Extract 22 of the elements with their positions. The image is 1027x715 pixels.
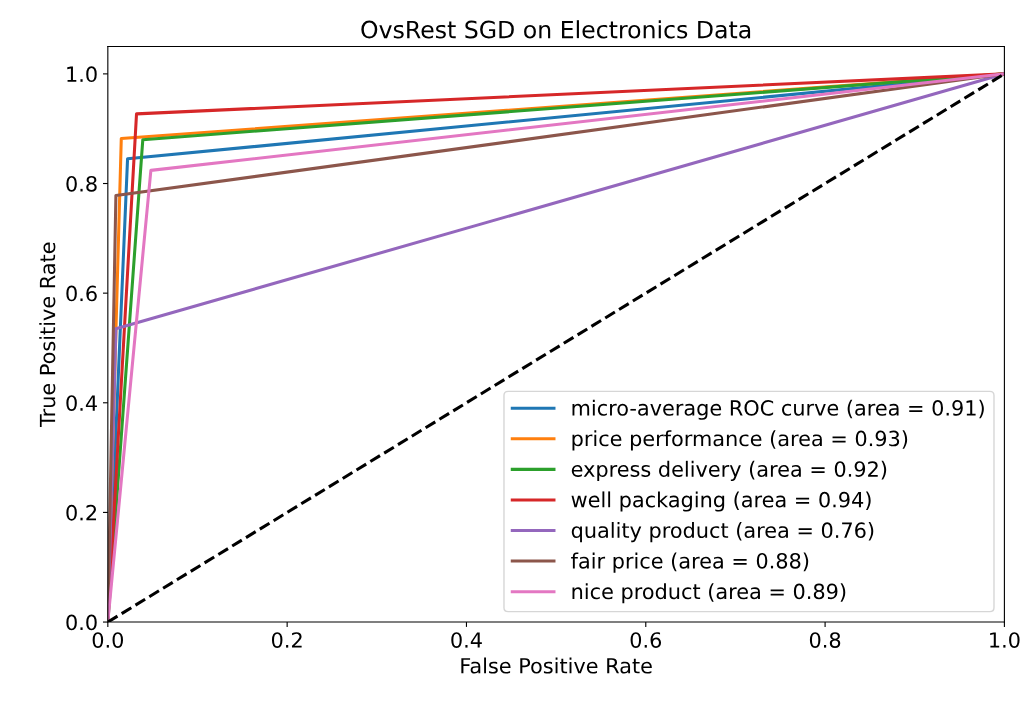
legend-label: quality product (area = 0.76) — [571, 521, 874, 543]
legend-label: express delivery (area = 0.92) — [571, 460, 887, 481]
x-tick-label: 1.0 — [990, 632, 1020, 648]
x-tick-label: 0.6 — [630, 632, 662, 648]
y-axis-title: True Positive Rate — [39, 242, 56, 428]
x-axis-title: False Positive Rate — [461, 657, 652, 674]
legend-label: nice product (area = 0.89) — [572, 583, 846, 604]
legend-label: price performance (area = 0.93) — [572, 430, 908, 451]
y-tick-label: 0.2 — [66, 504, 97, 521]
x-tick-label: 0.2 — [271, 632, 302, 648]
y-tick-label: 0.0 — [66, 614, 97, 631]
chart-title: OvsRest SGD on Electronics Data — [361, 20, 751, 39]
y-tick-label: 0.6 — [66, 285, 97, 302]
x-tick-label: 0.0 — [92, 632, 124, 648]
y-tick-label: 0.8 — [66, 175, 97, 192]
y-tick-label: 0.4 — [66, 395, 97, 411]
x-tick-label: 0.4 — [451, 632, 482, 648]
x-tick-label: 0.8 — [809, 632, 841, 648]
legend-label: fair price (area = 0.88) — [571, 552, 809, 573]
y-tick-label: 1.0 — [67, 66, 97, 83]
legend-label: well packaging (area = 0.94) — [571, 491, 871, 512]
legend-label: micro-average ROC curve (area = 0.91) — [572, 399, 984, 420]
